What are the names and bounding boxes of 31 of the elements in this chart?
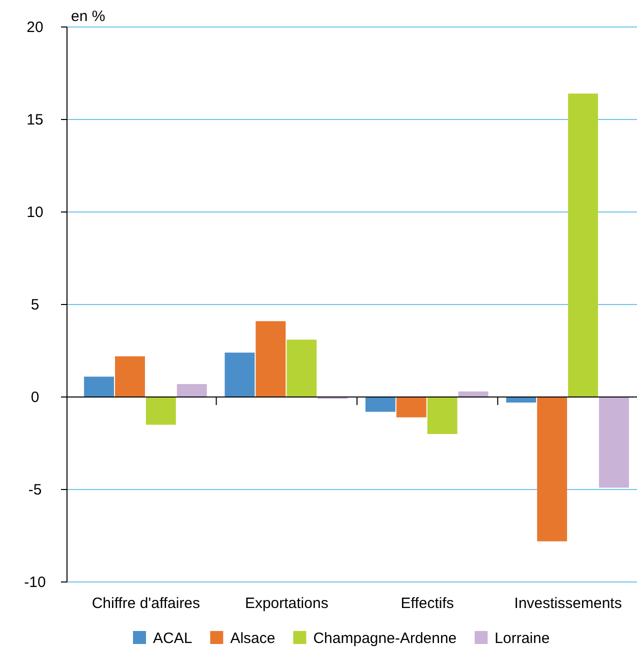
- y-tick-label: -5: [28, 481, 42, 498]
- legend-label: Lorraine: [494, 630, 550, 647]
- bar: [286, 340, 317, 397]
- bar: [599, 397, 629, 488]
- bar: [458, 391, 488, 397]
- bar: [568, 94, 598, 397]
- y-tick-label: -10: [24, 574, 46, 591]
- y-tick-label: 20: [26, 18, 44, 36]
- bar: [176, 384, 207, 397]
- bar: [256, 321, 286, 397]
- bar: [84, 376, 114, 397]
- bar: [396, 397, 426, 418]
- legend-label: Alsace: [230, 630, 276, 647]
- bar: [506, 397, 536, 403]
- bar: [365, 397, 396, 412]
- bar: [146, 397, 176, 425]
- legend-label: ACAL: [153, 630, 192, 647]
- x-tick-label: Exportations: [244, 595, 328, 612]
- y-axis-title: en %: [71, 8, 106, 25]
- x-tick-label: Investissements: [514, 595, 622, 612]
- x-tick-label: Chiffre d'affaires: [92, 595, 200, 612]
- bar: [224, 352, 255, 397]
- legend-label: Champagne-Ardenne: [313, 630, 457, 647]
- y-tick-label: 0: [30, 388, 40, 406]
- y-tick-label: 10: [26, 204, 44, 221]
- y-tick-label: 5: [30, 296, 40, 314]
- x-tick-label: Effectifs: [400, 595, 454, 612]
- bar: [114, 356, 145, 397]
- bar: [537, 397, 568, 542]
- y-tick-label: 15: [26, 111, 44, 128]
- bar: [427, 397, 458, 434]
